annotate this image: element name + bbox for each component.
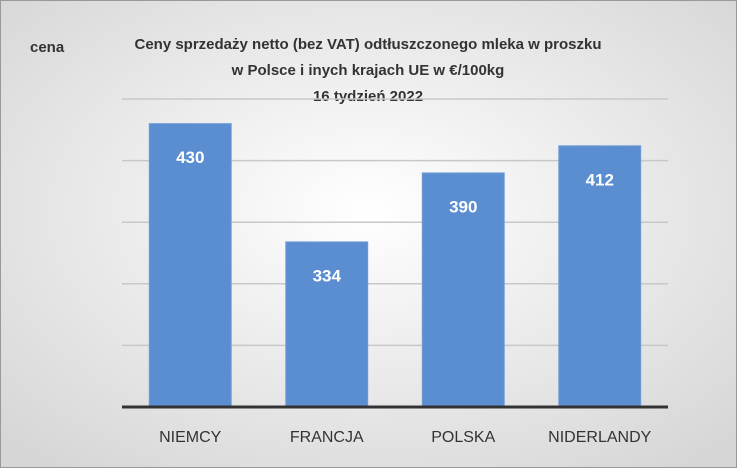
bar xyxy=(421,172,505,408)
y-axis-label: cena xyxy=(30,39,65,56)
data-label: 390 xyxy=(449,197,477,216)
chart-title: w Polsce i inych krajach UE w €/100kg xyxy=(231,62,505,79)
chart-title: Ceny sprzedaży netto (bez VAT) odtłuszcz… xyxy=(134,36,601,53)
x-tick-label: POLSKA xyxy=(431,429,495,446)
data-label: 412 xyxy=(586,170,614,189)
data-label: 430 xyxy=(176,148,204,167)
data-label: 334 xyxy=(313,266,342,285)
chart-title: 16 tydzień 2022 xyxy=(313,88,423,105)
bar xyxy=(148,123,232,408)
bar xyxy=(285,241,369,408)
x-tick-label: FRANCJA xyxy=(290,429,364,446)
x-tick-label: NIEMCY xyxy=(159,429,222,446)
bar xyxy=(558,145,642,408)
x-tick-label: NIDERLANDY xyxy=(548,429,651,446)
